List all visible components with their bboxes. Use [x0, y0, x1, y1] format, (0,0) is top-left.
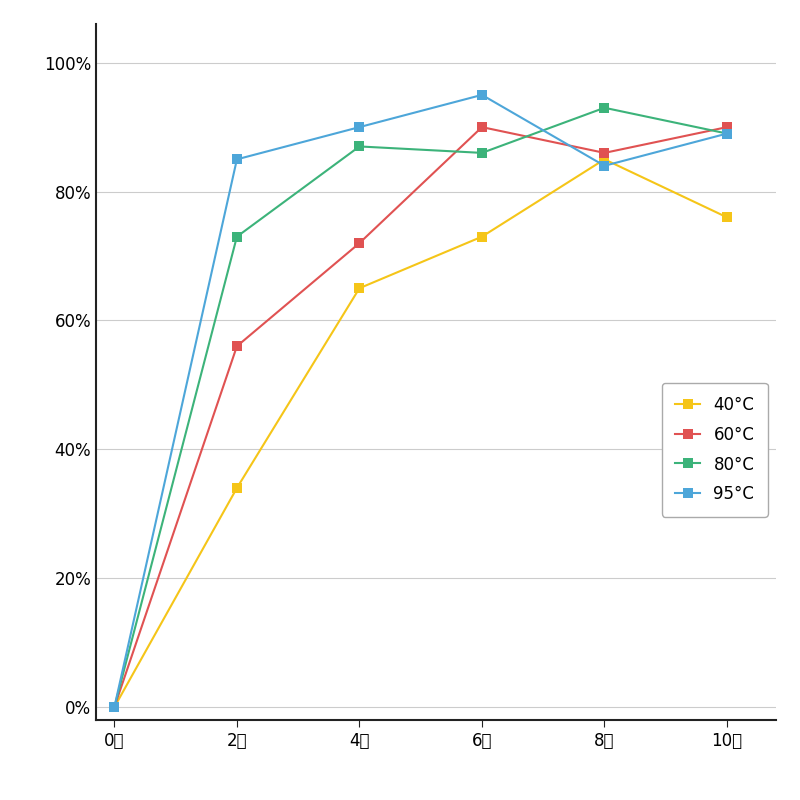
80°C [722, 129, 732, 138]
40°C [232, 483, 242, 493]
95°C [722, 129, 732, 138]
95°C [354, 122, 364, 132]
80°C [110, 702, 119, 712]
80°C [232, 232, 242, 242]
Line: 95°C: 95°C [110, 90, 732, 712]
Line: 80°C: 80°C [110, 103, 732, 712]
95°C [477, 90, 486, 100]
80°C [354, 142, 364, 151]
60°C [722, 122, 732, 132]
95°C [110, 702, 119, 712]
60°C [232, 342, 242, 351]
40°C [110, 702, 119, 712]
80°C [477, 148, 486, 158]
40°C [600, 154, 610, 164]
40°C [722, 213, 732, 222]
80°C [600, 103, 610, 113]
Line: 60°C: 60°C [110, 122, 732, 712]
Legend: 40°C, 60°C, 80°C, 95°C: 40°C, 60°C, 80°C, 95°C [662, 383, 768, 517]
95°C [600, 161, 610, 170]
60°C [354, 238, 364, 248]
40°C [477, 232, 486, 242]
60°C [600, 148, 610, 158]
Line: 40°C: 40°C [110, 154, 732, 712]
95°C [232, 154, 242, 164]
60°C [110, 702, 119, 712]
40°C [354, 283, 364, 293]
60°C [477, 122, 486, 132]
